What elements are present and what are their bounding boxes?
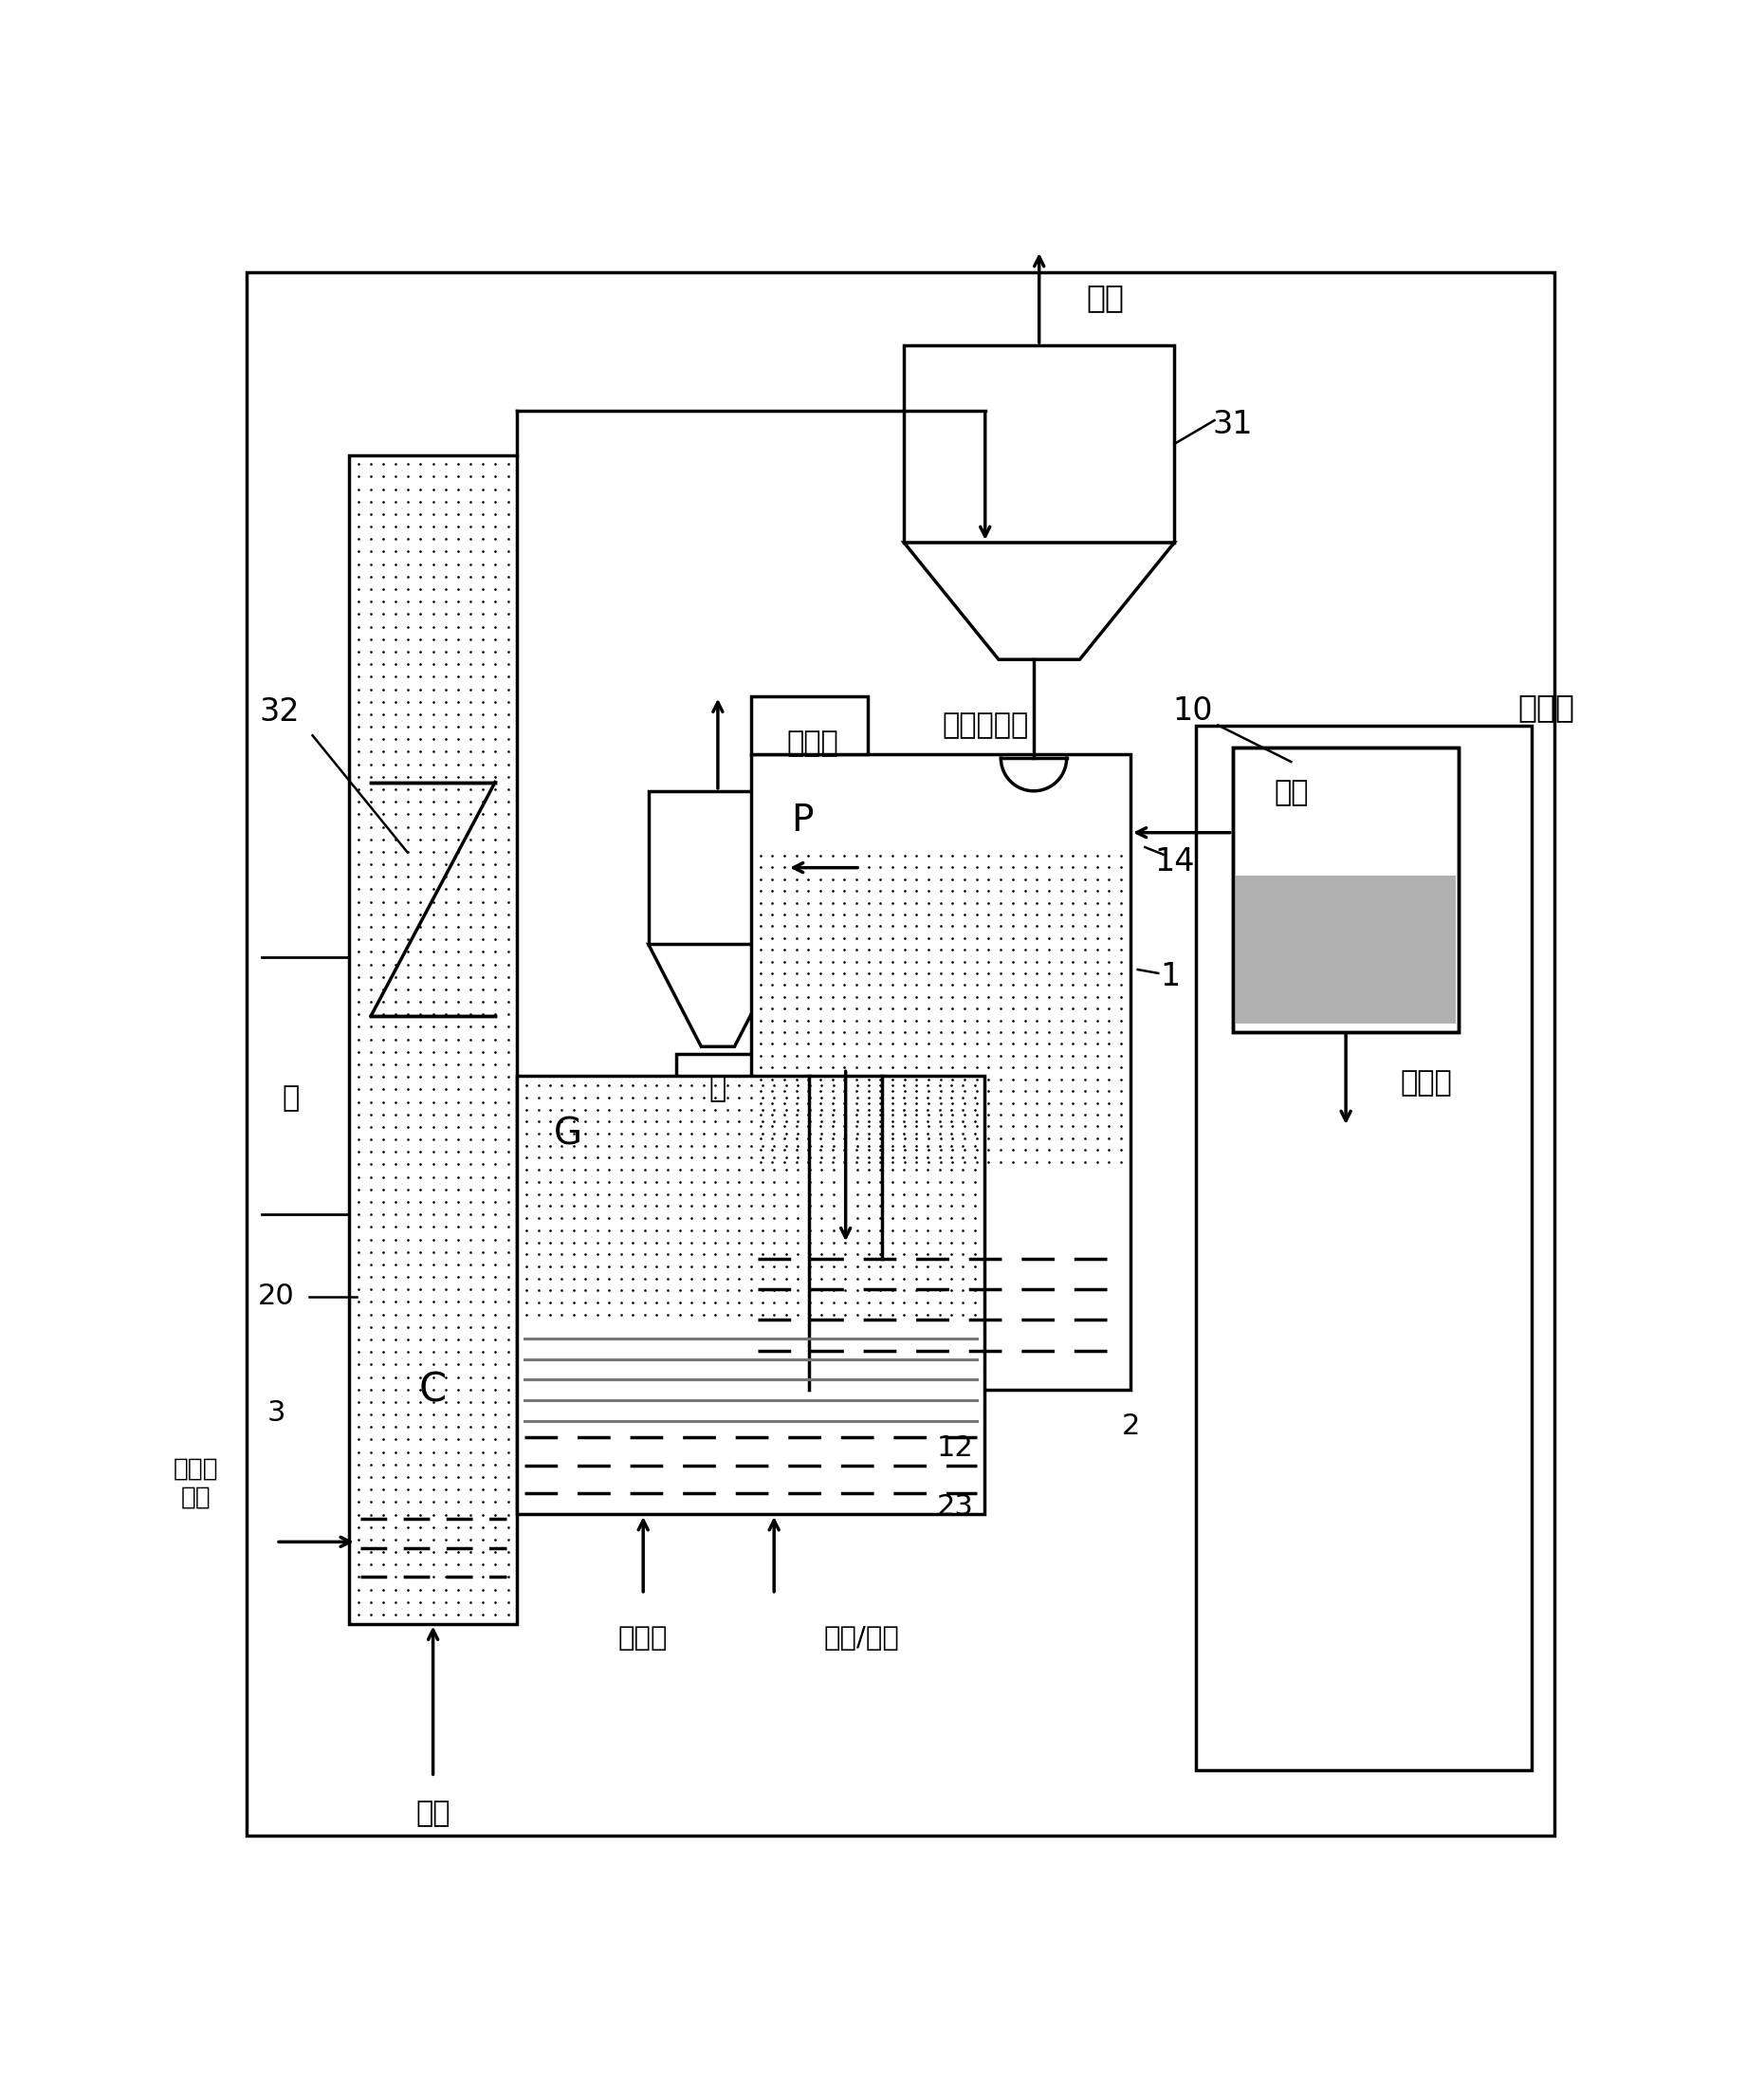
Polygon shape xyxy=(905,543,1175,659)
Text: 1: 1 xyxy=(1161,962,1180,993)
Bar xyxy=(1233,747,1459,1031)
Bar xyxy=(676,1054,760,1123)
Text: 10: 10 xyxy=(1173,695,1212,726)
Bar xyxy=(649,791,787,945)
Text: 23: 23 xyxy=(937,1492,974,1521)
Bar xyxy=(517,1077,984,1515)
Bar xyxy=(751,697,868,753)
Text: 氧气/空气: 氧气/空气 xyxy=(824,1626,900,1651)
Text: 高温热载体: 高温热载体 xyxy=(942,712,1028,739)
Text: 14: 14 xyxy=(1154,845,1194,877)
Bar xyxy=(905,344,1175,543)
Text: 20: 20 xyxy=(258,1284,295,1311)
Text: 烟气: 烟气 xyxy=(1087,282,1124,313)
Polygon shape xyxy=(649,943,787,1048)
Bar xyxy=(1233,747,1459,1031)
Text: 热: 热 xyxy=(282,1083,300,1112)
Text: C: C xyxy=(420,1369,446,1411)
Text: 水蒸汽: 水蒸汽 xyxy=(619,1626,669,1651)
Text: 热解油: 热解油 xyxy=(1401,1069,1452,1098)
Text: 灰: 灰 xyxy=(709,1075,727,1102)
Text: 燃料: 燃料 xyxy=(1274,778,1309,806)
Text: 空气: 空气 xyxy=(416,1799,450,1828)
Bar xyxy=(751,755,1131,1390)
Bar xyxy=(349,455,517,1624)
Text: 热解气: 热解气 xyxy=(1519,691,1575,722)
Text: P: P xyxy=(790,801,813,839)
Text: 2: 2 xyxy=(1122,1413,1140,1440)
Text: 合成气: 合成气 xyxy=(787,730,838,758)
Bar xyxy=(1235,874,1455,1023)
Text: 32: 32 xyxy=(259,697,300,728)
Text: 31: 31 xyxy=(1212,409,1252,440)
Bar xyxy=(1196,726,1533,1770)
Text: 12: 12 xyxy=(937,1434,974,1463)
Text: G: G xyxy=(554,1117,582,1152)
Text: 3: 3 xyxy=(266,1400,286,1428)
Text: 热载体
补充: 热载体 补充 xyxy=(173,1457,219,1511)
